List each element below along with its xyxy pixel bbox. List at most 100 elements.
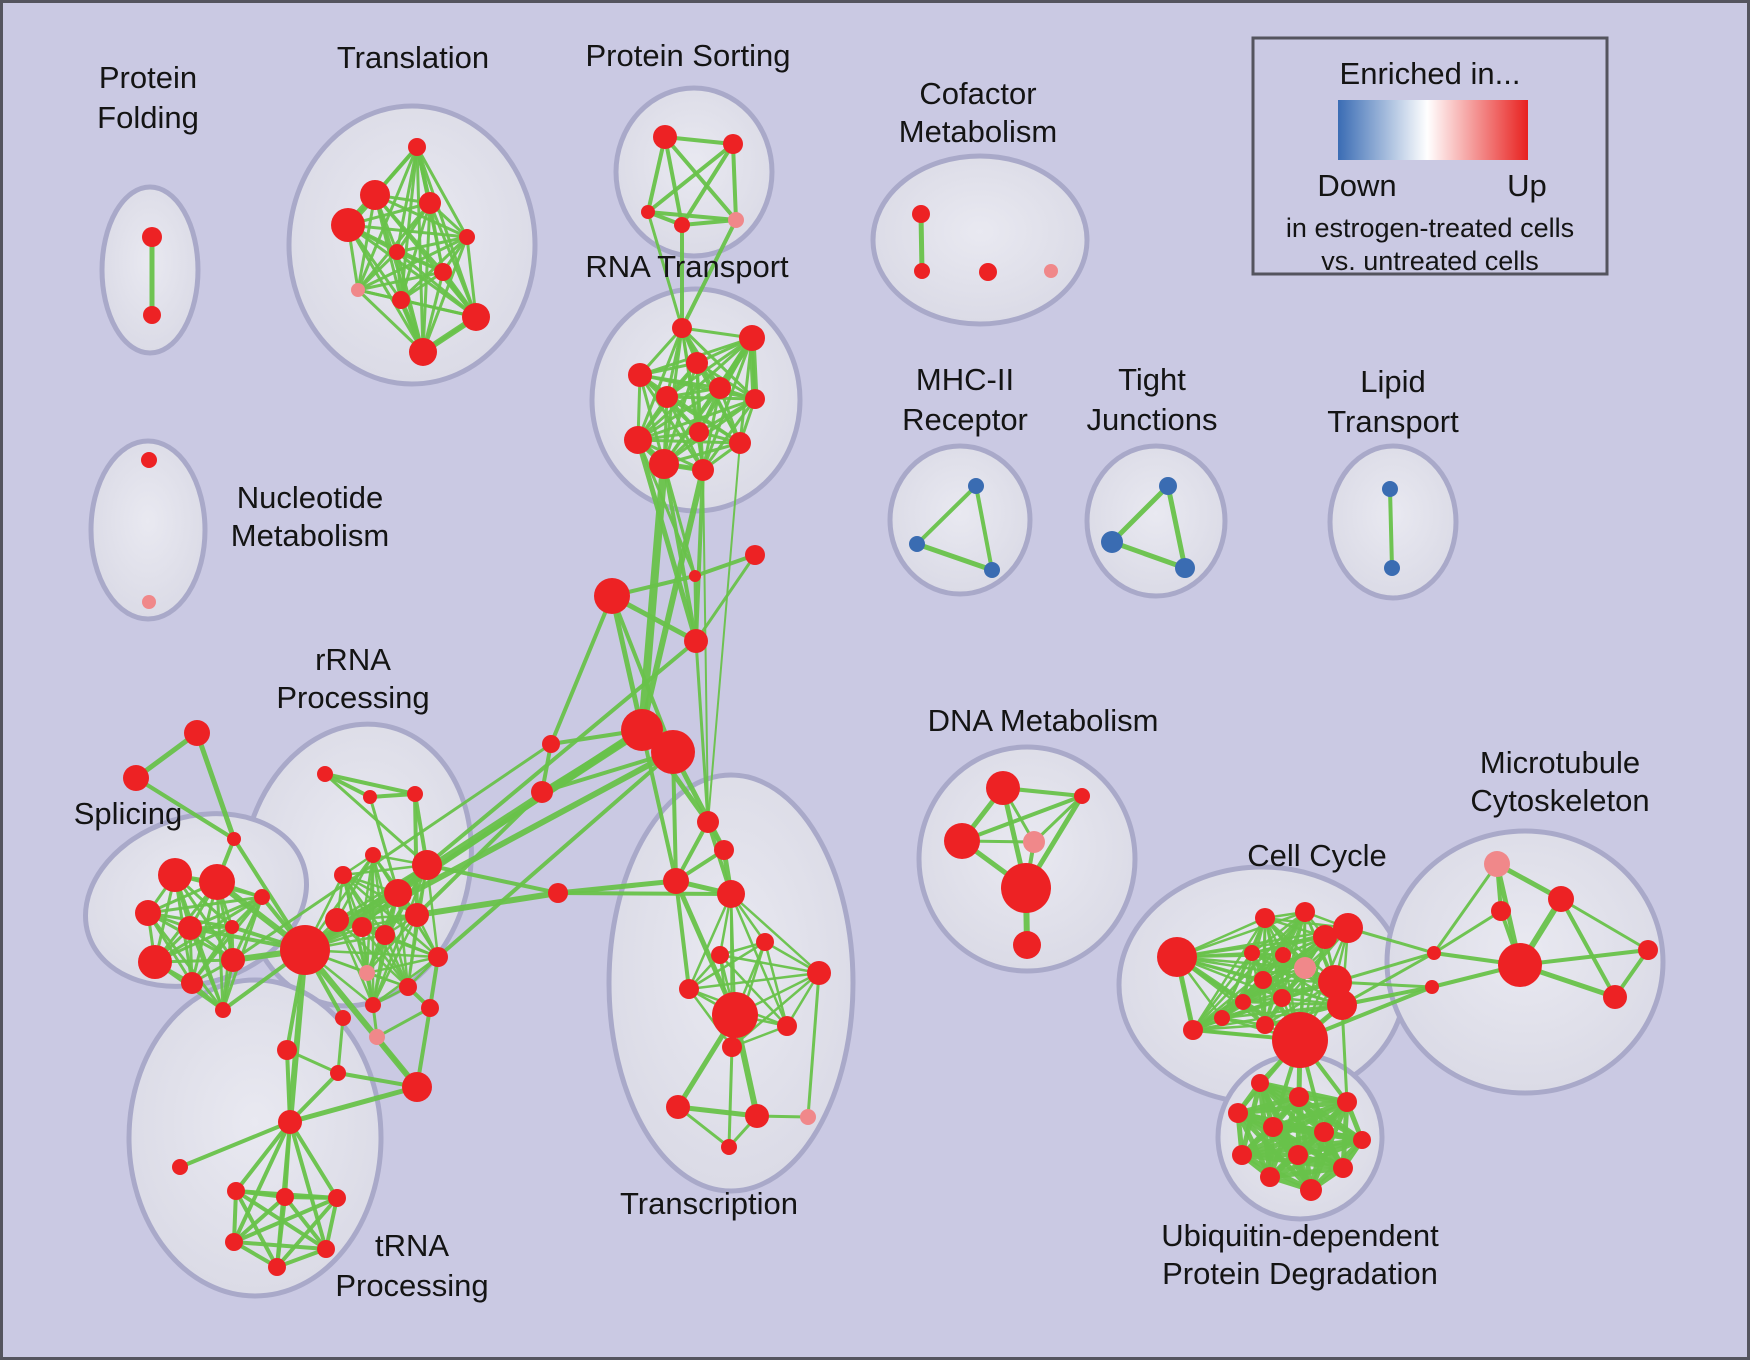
network-edge: [232, 1196, 339, 1244]
network-edge: [646, 135, 667, 214]
network-edge: [1191, 953, 1285, 1032]
network-node: [392, 291, 410, 309]
legend-down-label: Down: [1317, 168, 1396, 203]
network-edge: [663, 135, 684, 227]
network-node: [330, 1065, 346, 1081]
network-node: [968, 478, 984, 494]
network-node: [1244, 945, 1260, 961]
network-node: [1337, 1092, 1357, 1112]
network-node: [542, 735, 560, 753]
network-node: [363, 790, 377, 804]
network-node: [986, 771, 1020, 805]
network-edge: [356, 270, 445, 292]
cluster-label-nucleotide-metabolism: Metabolism: [231, 518, 390, 553]
network-node: [663, 868, 689, 894]
network-edge: [694, 639, 710, 824]
network-node: [679, 979, 699, 999]
network-node: [328, 1189, 346, 1207]
cluster-ellipse-tight-junctions: [1084, 443, 1228, 599]
network-node: [409, 338, 437, 366]
cluster-label-lipid-transport: Lipid: [1360, 364, 1426, 399]
network-edge: [1241, 1000, 1344, 1007]
network-edge: [680, 142, 735, 227]
network-edge: [701, 397, 757, 472]
network-edge: [636, 386, 722, 442]
network-edge: [1109, 539, 1188, 571]
network-edge: [323, 772, 417, 796]
network-node: [277, 1040, 297, 1060]
network-node: [624, 426, 652, 454]
network-node: [421, 999, 439, 1017]
network-edge: [635, 437, 699, 644]
network-node: [254, 889, 270, 905]
network-edge: [694, 468, 705, 643]
network-edge: [960, 794, 1084, 843]
network-edge: [918, 211, 925, 274]
network-edge: [638, 373, 705, 472]
network-node: [1491, 901, 1511, 921]
network-edge: [232, 1240, 328, 1251]
network-node: [1263, 1117, 1283, 1137]
network-edge: [974, 484, 994, 572]
network-edge: [1267, 1165, 1346, 1180]
network-node: [1425, 980, 1439, 994]
network-node: [227, 832, 241, 846]
network-node: [1044, 264, 1058, 278]
network-node: [172, 1159, 188, 1175]
network-edge: [707, 442, 741, 823]
network-edge: [371, 913, 419, 1007]
network-node: [178, 916, 202, 940]
network-edge: [1432, 909, 1503, 955]
network-node: [594, 578, 630, 614]
network-node: [1013, 931, 1041, 959]
network-node: [914, 263, 930, 279]
network-node: [1638, 940, 1658, 960]
network-node: [1254, 971, 1272, 989]
network-node: [1183, 1020, 1203, 1040]
network-edge: [335, 918, 375, 1007]
network-node: [227, 1182, 245, 1200]
network-node: [944, 823, 980, 859]
network-edge: [335, 918, 410, 989]
network-edge: [275, 1195, 287, 1269]
network-node: [317, 1240, 335, 1258]
network-edge: [365, 913, 419, 975]
network-node: [909, 536, 925, 552]
cluster-label-trna-processing: Processing: [335, 1268, 488, 1303]
network-node: [1260, 1167, 1280, 1187]
network-edge: [365, 955, 440, 975]
network-node: [729, 432, 751, 454]
network-edge: [662, 462, 698, 643]
network-edge: [395, 235, 469, 254]
cluster-labels: Protein Folding Translation Protein Sorting…: [74, 38, 1650, 1303]
network-edge: [395, 250, 478, 319]
network-edge: [178, 1120, 292, 1169]
cluster-label-cofactor-metabolism: Cofactor: [919, 76, 1036, 111]
network-edge: [232, 1120, 292, 1244]
network-edge: [806, 971, 821, 1119]
network-node: [548, 883, 568, 903]
network-node: [1288, 1145, 1308, 1165]
network-edge: [360, 925, 410, 989]
network-edge: [287, 947, 308, 1125]
network-edge: [636, 326, 684, 442]
cluster-label-protein-folding: Folding: [97, 100, 199, 135]
network-node: [1074, 788, 1090, 804]
network-edge: [1250, 910, 1307, 955]
cluster-label-mhc-ii-receptor: MHC-II: [916, 362, 1014, 397]
cluster-ellipse-mhc-ii-receptor: [887, 443, 1033, 597]
network-node: [142, 227, 162, 247]
network-node: [428, 947, 448, 967]
network-edge: [674, 879, 691, 991]
network-node: [135, 900, 161, 926]
network-edge: [346, 223, 478, 319]
network-node: [689, 422, 709, 442]
network-node: [1498, 943, 1542, 987]
network-node: [352, 917, 372, 937]
network-node: [1427, 946, 1441, 960]
network-edge: [636, 397, 757, 442]
network-node: [717, 880, 745, 908]
cluster-label-microtubule-cytoskeleton: Microtubule: [1480, 745, 1640, 780]
network-edge: [415, 790, 544, 917]
